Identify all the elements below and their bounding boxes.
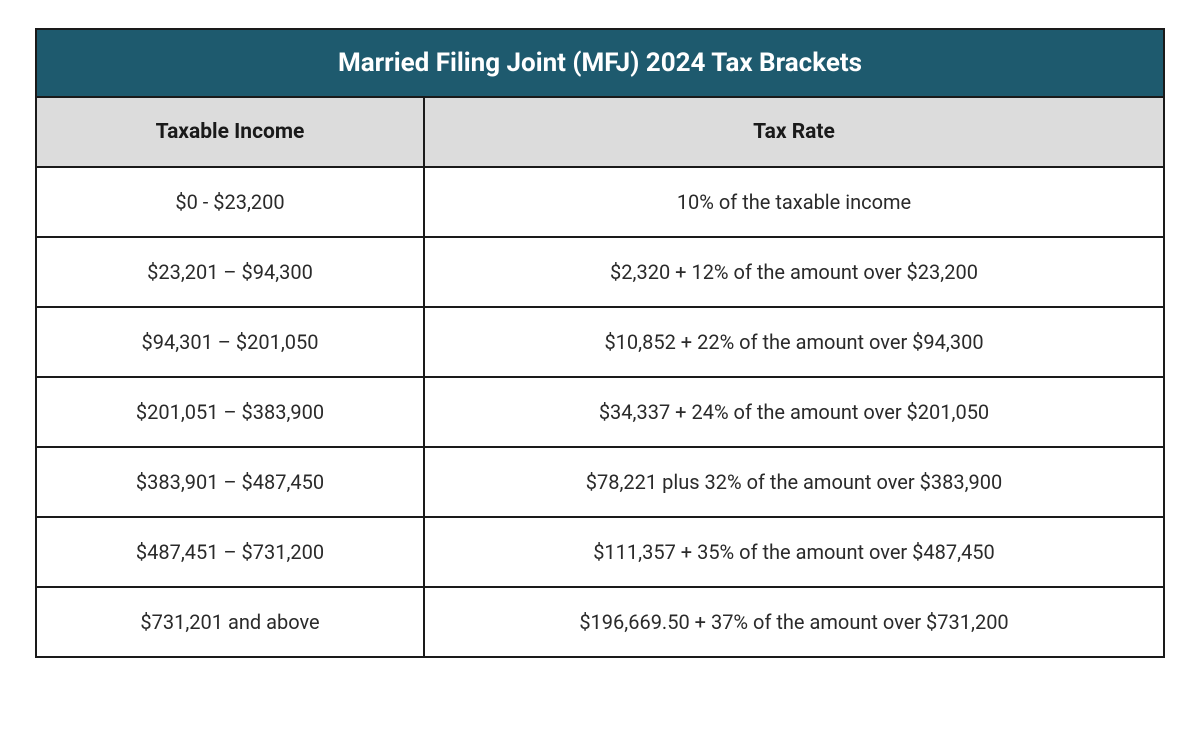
table-row: $487,451 – $731,200 $111,357 + 35% of th…	[37, 518, 1163, 588]
rate-cell: $34,337 + 24% of the amount over $201,05…	[425, 378, 1163, 446]
table-row: $383,901 – $487,450 $78,221 plus 32% of …	[37, 448, 1163, 518]
table-row: $94,301 – $201,050 $10,852 + 22% of the …	[37, 308, 1163, 378]
income-cell: $23,201 – $94,300	[37, 238, 425, 306]
income-cell: $383,901 – $487,450	[37, 448, 425, 516]
rate-cell: 10% of the taxable income	[425, 168, 1163, 236]
income-cell: $731,201 and above	[37, 588, 425, 656]
income-cell: $201,051 – $383,900	[37, 378, 425, 446]
table-row: $201,051 – $383,900 $34,337 + 24% of the…	[37, 378, 1163, 448]
rate-cell: $196,669.50 + 37% of the amount over $73…	[425, 588, 1163, 656]
rate-cell: $2,320 + 12% of the amount over $23,200	[425, 238, 1163, 306]
column-header-income: Taxable Income	[37, 98, 425, 166]
rate-cell: $10,852 + 22% of the amount over $94,300	[425, 308, 1163, 376]
table-title: Married Filing Joint (MFJ) 2024 Tax Brac…	[37, 30, 1163, 98]
rate-cell: $111,357 + 35% of the amount over $487,4…	[425, 518, 1163, 586]
income-cell: $487,451 – $731,200	[37, 518, 425, 586]
income-cell: $94,301 – $201,050	[37, 308, 425, 376]
table-row: $23,201 – $94,300 $2,320 + 12% of the am…	[37, 238, 1163, 308]
table-row: $0 - $23,200 10% of the taxable income	[37, 168, 1163, 238]
table-header-row: Taxable Income Tax Rate	[37, 98, 1163, 168]
table-row: $731,201 and above $196,669.50 + 37% of …	[37, 588, 1163, 656]
income-cell: $0 - $23,200	[37, 168, 425, 236]
rate-cell: $78,221 plus 32% of the amount over $383…	[425, 448, 1163, 516]
tax-bracket-table: Married Filing Joint (MFJ) 2024 Tax Brac…	[35, 28, 1165, 658]
column-header-rate: Tax Rate	[425, 98, 1163, 166]
